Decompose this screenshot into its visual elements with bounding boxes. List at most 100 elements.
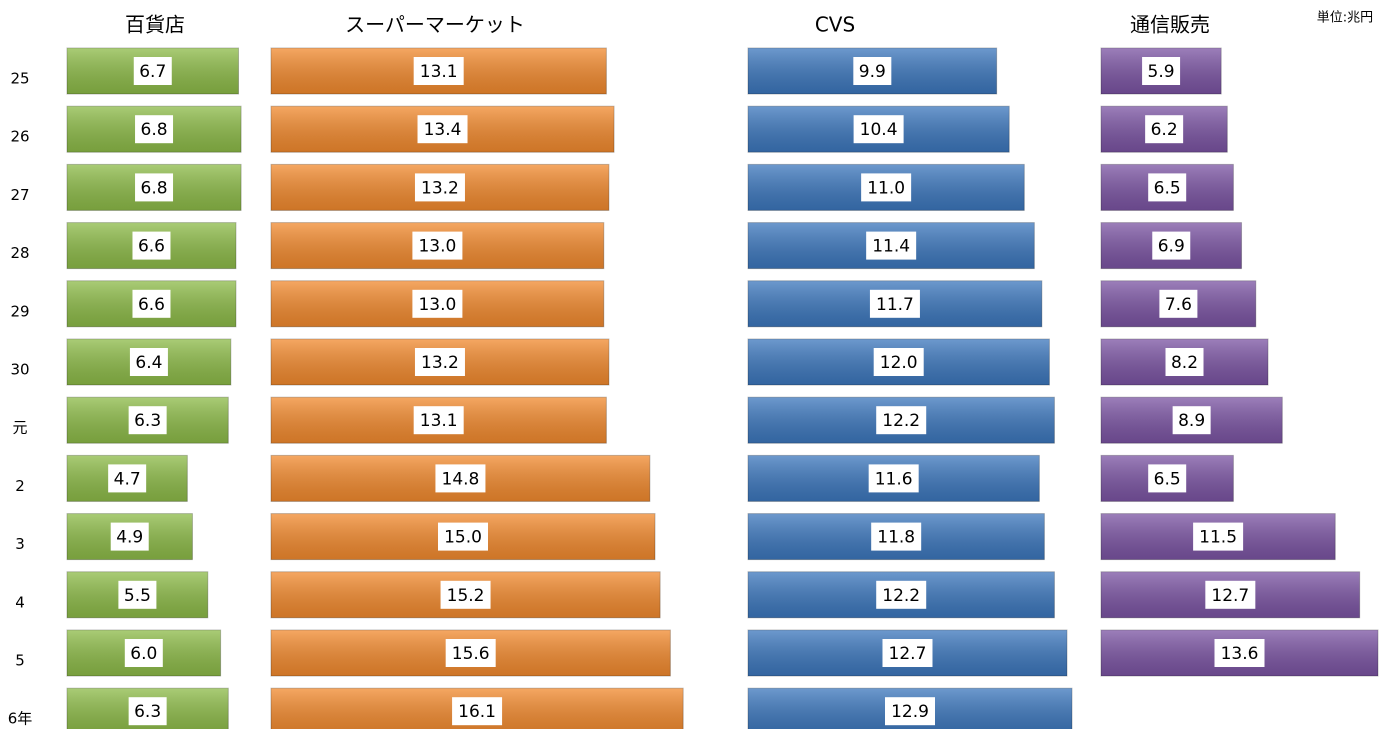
value-label: 11.6 [875, 469, 913, 489]
value-label-box [1165, 348, 1204, 376]
category-label: 30 [10, 361, 29, 379]
value-label: 8.9 [1178, 411, 1205, 431]
value-label-box [868, 464, 919, 493]
category-label: 25 [10, 70, 29, 88]
value-label: 15.2 [447, 586, 485, 606]
value-label-box [132, 289, 171, 318]
value-label: 13.1 [420, 411, 458, 431]
value-label-box [1159, 289, 1198, 318]
panel-title: CVS [815, 13, 855, 37]
value-label-box [118, 580, 157, 609]
value-label: 6.8 [141, 178, 168, 198]
category-label: 5 [15, 652, 25, 670]
value-label: 6.6 [138, 295, 165, 315]
value-label: 6.5 [1154, 469, 1181, 489]
value-label-box [414, 348, 465, 376]
value-label-box [435, 464, 486, 493]
value-label: 4.9 [116, 528, 143, 548]
value-label-box [412, 289, 463, 318]
value-label: 13.1 [420, 62, 458, 82]
panel-title: 百貨店 [125, 13, 185, 37]
category-label: 3 [15, 535, 25, 553]
value-label: 6.9 [1158, 237, 1185, 257]
value-label: 13.6 [1221, 644, 1259, 664]
value-label-box [135, 115, 174, 144]
category-label: 4 [15, 593, 25, 611]
category-label: 26 [10, 128, 29, 146]
value-label: 6.3 [134, 702, 161, 722]
value-label-box [413, 406, 464, 435]
value-label-box [438, 522, 488, 551]
value-label-box [853, 115, 904, 144]
value-label-box [876, 580, 927, 609]
value-label-box [861, 173, 912, 202]
panel-title: スーパーマーケット [345, 13, 525, 37]
value-label: 15.6 [452, 644, 490, 664]
value-label-box [135, 173, 174, 202]
category-label: 28 [10, 244, 29, 262]
value-label-box [124, 639, 163, 667]
value-label-box [876, 406, 927, 435]
value-label: 6.7 [139, 62, 166, 82]
value-label-box [110, 522, 149, 551]
value-label: 11.8 [877, 528, 915, 548]
value-label: 11.0 [867, 178, 905, 198]
value-label-box [1148, 464, 1187, 493]
value-label-box [440, 580, 491, 609]
value-label-box [129, 348, 168, 376]
value-label: 12.7 [1211, 586, 1249, 606]
value-label-box [1193, 522, 1244, 551]
value-label-box [1152, 231, 1191, 260]
value-label-box [132, 231, 171, 260]
value-label: 11.7 [876, 295, 914, 315]
value-label-box [885, 697, 935, 726]
value-label: 12.7 [889, 644, 927, 664]
category-label: 元 [12, 419, 27, 437]
value-label: 4.7 [114, 469, 141, 489]
value-label-box [866, 231, 917, 260]
value-label-box [873, 348, 924, 376]
value-label-box [871, 522, 922, 551]
value-label-box [108, 464, 147, 493]
value-label-box [417, 115, 468, 144]
value-label: 6.0 [130, 644, 157, 664]
value-label-box [869, 289, 920, 318]
value-label: 6.8 [141, 120, 168, 140]
category-label: 2 [15, 477, 25, 495]
value-label: 13.0 [418, 237, 456, 257]
value-label: 10.4 [860, 120, 898, 140]
value-label: 12.2 [882, 411, 920, 431]
panel-title: 通信販売 [1130, 13, 1210, 37]
value-label-box [445, 639, 496, 667]
value-label: 13.0 [418, 295, 456, 315]
value-label: 6.5 [1154, 178, 1181, 198]
value-label: 6.4 [135, 353, 162, 373]
value-label: 14.8 [442, 469, 480, 489]
value-label: 7.6 [1165, 295, 1192, 315]
value-label: 13.2 [421, 353, 459, 373]
value-label-box [1142, 57, 1181, 85]
value-label: 13.2 [421, 178, 459, 198]
unit-label: 単位:兆円 [1317, 10, 1373, 26]
value-label: 13.4 [424, 120, 462, 140]
value-label-box [414, 173, 465, 202]
category-label: 6年 [8, 710, 33, 728]
value-label-box [1145, 115, 1184, 144]
value-label: 12.2 [882, 586, 920, 606]
category-label: 27 [10, 186, 29, 204]
value-label-box [1172, 406, 1211, 435]
value-label-box [133, 57, 172, 85]
value-label: 12.0 [880, 353, 918, 373]
value-label-box [1148, 173, 1187, 202]
value-label: 5.9 [1148, 62, 1175, 82]
value-label: 8.2 [1171, 353, 1198, 373]
value-label: 16.1 [458, 702, 496, 722]
category-label: 29 [10, 302, 29, 320]
value-label: 9.9 [859, 62, 886, 82]
value-label-box [1205, 580, 1256, 609]
value-label-box [853, 57, 892, 85]
value-label-box [882, 639, 933, 667]
value-label-box [1214, 639, 1265, 667]
value-label: 12.9 [891, 702, 929, 722]
